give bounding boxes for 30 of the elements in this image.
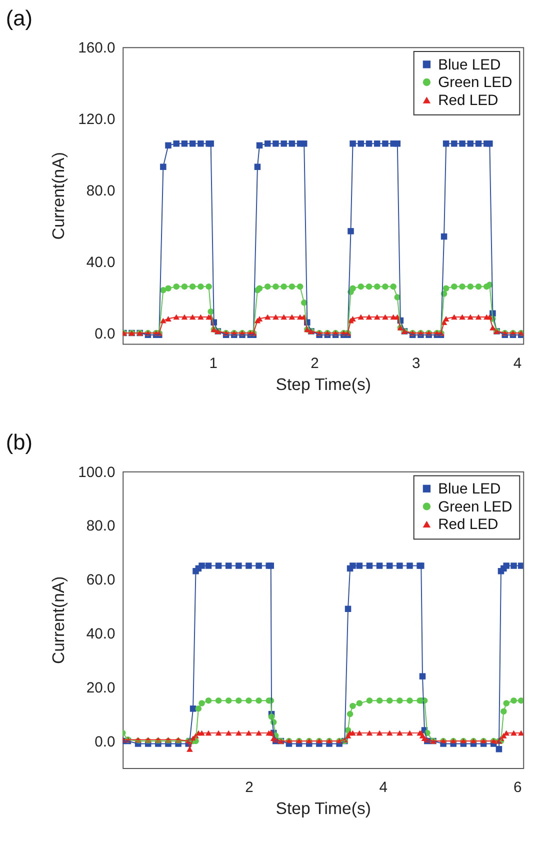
x-tick-label: 6: [513, 780, 522, 796]
y-tick-label: 0.0: [94, 734, 116, 750]
x-axis-title: Step Time(s): [276, 374, 371, 394]
x-tick-label: 2: [310, 356, 319, 372]
chart-title: (b): [6, 430, 33, 455]
y-tick-label: 80.0: [86, 518, 116, 535]
y-tick-label: 40.0: [86, 254, 116, 271]
y-tick-label: 20.0: [86, 680, 116, 697]
x-tick-label: 1: [209, 356, 218, 372]
y-tick-label: 160.0: [78, 40, 116, 57]
x-tick-label: 3: [412, 356, 420, 372]
y-tick-label: 40.0: [86, 626, 116, 643]
x-tick-label: 4: [513, 356, 522, 372]
x-tick-label: 2: [245, 780, 254, 796]
legend-label: Blue LED: [438, 57, 501, 74]
y-tick-label: 80.0: [86, 184, 116, 200]
legend-label: Green LED: [438, 499, 512, 516]
y-tick-label: 120.0: [78, 112, 116, 128]
legend-label: Red LED: [438, 517, 498, 534]
y-tick-label: 0.0: [94, 326, 116, 342]
x-axis-title: Step Time(s): [276, 798, 371, 818]
y-tick-label: 100.0: [78, 464, 116, 481]
y-axis-title: Current(nA): [49, 576, 68, 664]
x-tick-label: 4: [379, 780, 388, 796]
chart-title: (a): [6, 5, 33, 30]
legend-label: Blue LED: [438, 482, 501, 498]
y-tick-label: 60.0: [86, 572, 116, 589]
legend-label: Red LED: [438, 92, 498, 109]
y-axis-title: Current(nA): [49, 152, 68, 240]
legend-label: Green LED: [438, 75, 512, 92]
